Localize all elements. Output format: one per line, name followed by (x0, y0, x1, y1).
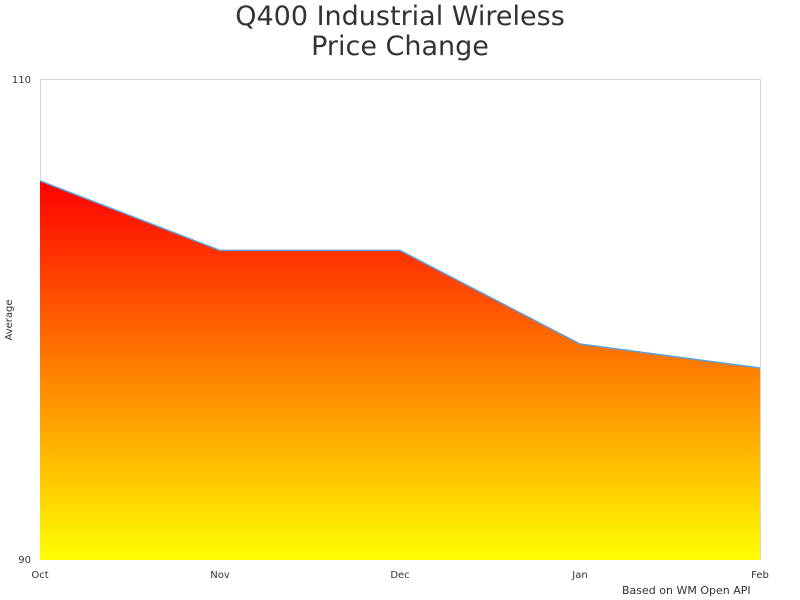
series-line (39, 180, 761, 369)
chart-title-line-2: Price Change (311, 31, 489, 62)
x-tick-label-feb: Feb (751, 570, 769, 581)
area-fill (40, 180, 760, 561)
x-tick-label-oct: Oct (31, 570, 48, 581)
x-tick-label-nov: Nov (210, 570, 230, 581)
chart-title-line-1: Q400 Industrial Wireless (235, 1, 565, 32)
credit-text: Based on WM Open API (622, 584, 751, 597)
y-tick-label-max: 110 (12, 75, 31, 86)
x-tick-label-jan: Jan (571, 570, 587, 581)
y-tick-label-min: 90 (18, 555, 31, 566)
chart-title: Q400 Industrial Wireless Price Change (0, 2, 800, 62)
y-axis-label: Average (4, 299, 15, 340)
x-tick-label-dec: Dec (390, 570, 409, 581)
